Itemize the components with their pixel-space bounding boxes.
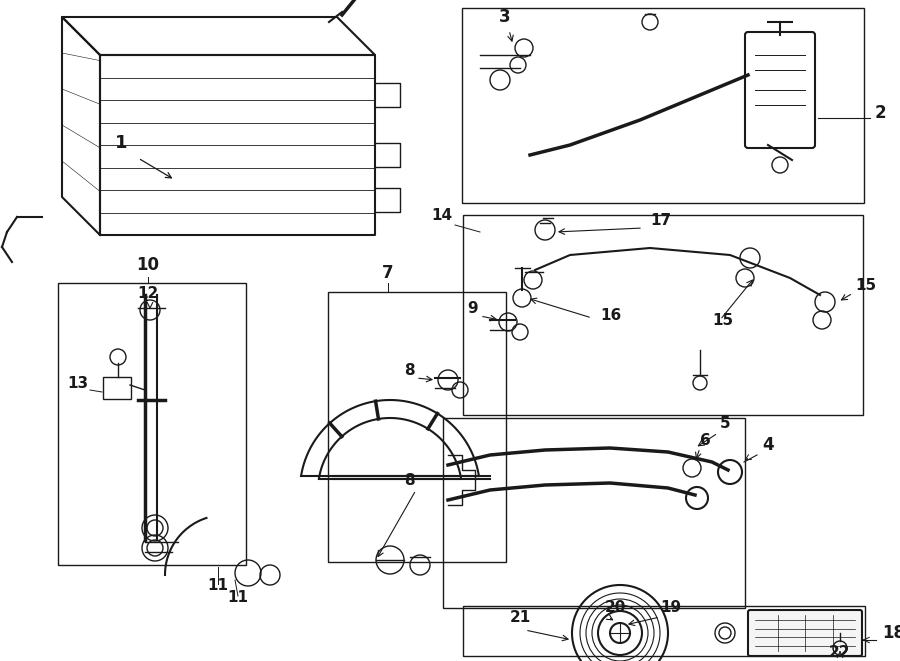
- FancyBboxPatch shape: [748, 610, 862, 656]
- Text: 19: 19: [660, 600, 681, 615]
- Text: 8: 8: [404, 363, 415, 378]
- Bar: [463, 606, 865, 656]
- Bar: [462, 8, 864, 203]
- Text: 18: 18: [882, 624, 900, 642]
- Text: 17: 17: [650, 213, 671, 228]
- Text: 13: 13: [67, 376, 88, 391]
- Text: 3: 3: [500, 8, 511, 26]
- Bar: [443, 418, 745, 608]
- Text: 20: 20: [605, 600, 626, 615]
- Text: 4: 4: [762, 436, 774, 454]
- Text: 11: 11: [228, 590, 248, 605]
- Text: 15: 15: [712, 313, 733, 328]
- Text: 5: 5: [720, 416, 731, 431]
- Text: 8: 8: [404, 473, 415, 488]
- Text: 21: 21: [510, 610, 531, 625]
- Text: 10: 10: [137, 256, 159, 274]
- Bar: [463, 215, 863, 415]
- Text: 2: 2: [874, 104, 886, 122]
- Text: 7: 7: [382, 264, 394, 282]
- Text: 14: 14: [431, 208, 452, 223]
- Bar: [328, 292, 506, 562]
- Text: 16: 16: [600, 308, 621, 323]
- Text: 1: 1: [115, 134, 128, 152]
- Text: 9: 9: [467, 301, 478, 316]
- Bar: [58, 283, 246, 565]
- Text: 6: 6: [700, 433, 711, 448]
- Text: 12: 12: [138, 286, 158, 301]
- Bar: [103, 377, 131, 399]
- Text: 22: 22: [829, 645, 850, 660]
- Text: 15: 15: [855, 278, 876, 293]
- Text: 11: 11: [208, 578, 229, 593]
